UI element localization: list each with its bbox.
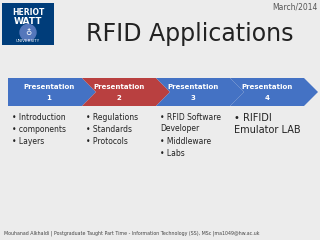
Text: 3: 3	[191, 95, 196, 101]
Text: RFID Applications: RFID Applications	[86, 22, 294, 46]
Text: Presentation: Presentation	[23, 84, 74, 90]
Circle shape	[20, 24, 36, 40]
Text: • RFID Software
Developer: • RFID Software Developer	[160, 113, 221, 133]
Text: Presentation: Presentation	[93, 84, 145, 90]
Text: • RIFIDI
Emulator LAB: • RIFIDI Emulator LAB	[234, 113, 300, 135]
Text: HERIOT: HERIOT	[12, 8, 44, 17]
Text: • Middleware: • Middleware	[160, 137, 211, 146]
Text: • Labs: • Labs	[160, 149, 185, 158]
Text: Presentation: Presentation	[241, 84, 292, 90]
Polygon shape	[156, 78, 244, 106]
Text: ♁: ♁	[25, 28, 31, 37]
Text: WATT: WATT	[14, 17, 42, 26]
Text: • Layers: • Layers	[12, 137, 44, 146]
Text: • Introduction: • Introduction	[12, 113, 66, 122]
Text: March/2014: March/2014	[273, 3, 318, 12]
Text: Mouhanad Alkhaldi | Postgraduate Taught Part Time - Information Technology (SS),: Mouhanad Alkhaldi | Postgraduate Taught …	[4, 230, 260, 236]
Text: 2: 2	[116, 95, 121, 101]
Text: 1: 1	[46, 95, 51, 101]
Text: 4: 4	[265, 95, 269, 101]
Text: Presentation: Presentation	[167, 84, 219, 90]
Text: • Standards: • Standards	[86, 125, 132, 134]
Text: • Protocols: • Protocols	[86, 137, 128, 146]
Text: • Regulations: • Regulations	[86, 113, 138, 122]
Polygon shape	[230, 78, 318, 106]
Polygon shape	[82, 78, 170, 106]
FancyBboxPatch shape	[2, 3, 54, 45]
Text: UNIVERSITY: UNIVERSITY	[16, 39, 40, 43]
Polygon shape	[8, 78, 96, 106]
Text: • components: • components	[12, 125, 66, 134]
